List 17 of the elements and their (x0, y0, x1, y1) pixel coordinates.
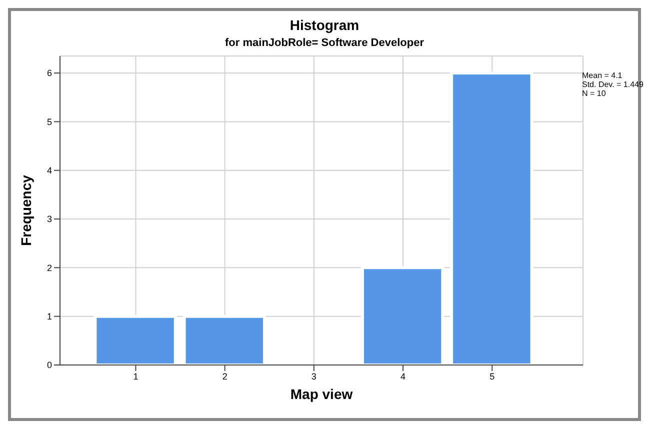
chart-subtitle: for mainJobRole= Software Developer (224, 37, 425, 49)
y-tick-label: 1 (46, 312, 52, 322)
annotation: Mean = 4.1 Std. Dev. = 1.449 N = 10 (582, 71, 644, 98)
y-tick-label: 6 (46, 68, 52, 78)
x-tick-label: 5 (490, 371, 495, 382)
x-tick-label: 2 (222, 371, 228, 382)
y-tick-label: 4 (46, 166, 52, 176)
y-tick-label: 5 (46, 116, 52, 127)
x-tick-label: 1 (133, 371, 138, 382)
x-tick-label: 3 (311, 371, 316, 382)
y-axis-title: Frequency (18, 174, 34, 246)
chart-title: Histogram (288, 17, 360, 33)
y-tick-label: 2 (46, 262, 52, 273)
y-tick-label: 3 (46, 214, 52, 224)
x-tick-label: 4 (400, 371, 406, 382)
x-axis-title: Map view (290, 386, 353, 402)
y-tick-label: 0 (46, 360, 52, 370)
